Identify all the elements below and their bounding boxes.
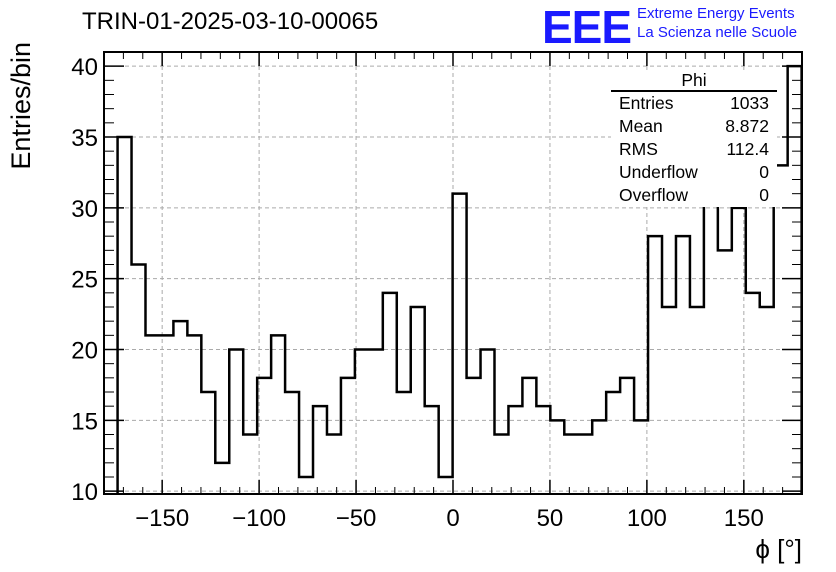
- stats-value: 0: [759, 162, 769, 182]
- eee-logo: EEE: [542, 1, 632, 53]
- y-axis-label: Entries/bin: [6, 42, 36, 170]
- stats-row: RMS 112.4: [611, 138, 777, 161]
- y-tick-label: 25: [71, 267, 98, 294]
- stats-label: Underflow: [619, 162, 698, 182]
- y-axis-ticks: 10 15 20 25 30 35 40: [71, 51, 802, 506]
- stats-title: Phi: [611, 70, 777, 92]
- stats-label: Overflow: [619, 185, 689, 205]
- x-tick-label: −100: [232, 505, 286, 532]
- x-tick-label: 150: [724, 505, 764, 532]
- stats-row: Underflow 0: [611, 161, 777, 184]
- stats-label: Mean: [619, 116, 663, 136]
- stats-box: Phi Entries 1033 Mean 8.872 RMS 112.4 Under…: [611, 70, 777, 207]
- stats-label: Entries: [619, 93, 674, 113]
- x-axis-label: ϕ [°]: [755, 534, 802, 564]
- stats-row: Mean 8.872: [611, 115, 777, 138]
- x-tick-label: 0: [446, 505, 459, 532]
- y-tick-label: 10: [71, 479, 98, 506]
- y-tick-label: 15: [71, 408, 98, 435]
- y-tick-label: 40: [71, 54, 98, 81]
- plot-frame: [103, 51, 803, 495]
- logo-caption-line1: Extreme Energy Events: [637, 5, 795, 22]
- y-tick-label: 30: [71, 196, 98, 223]
- stats-value: 0: [759, 185, 769, 205]
- stats-value: 1033: [730, 93, 769, 113]
- x-tick-label: −150: [135, 505, 189, 532]
- chart-title: TRIN-01-2025-03-10-00065: [82, 8, 379, 35]
- logo-caption-line2: La Scienza nelle Scuole: [637, 24, 798, 41]
- stats-label: RMS: [619, 139, 658, 159]
- x-tick-label: 100: [627, 505, 667, 532]
- y-tick-label: 35: [71, 125, 98, 152]
- x-axis-ticks: −150 −100 −50 0 50 100 150: [122, 52, 784, 532]
- logo-caption: Extreme Energy Events La Scienza nelle S…: [637, 4, 797, 42]
- y-tick-label: 20: [71, 338, 98, 365]
- stats-value: 8.872: [725, 116, 769, 136]
- stats-row: Overflow 0: [611, 184, 777, 207]
- histogram-line: [116, 64, 803, 494]
- x-tick-label: −50: [336, 505, 377, 532]
- stats-row: Entries 1033: [611, 92, 777, 115]
- x-tick-label: 50: [537, 505, 564, 532]
- stats-value: 112.4: [726, 139, 770, 159]
